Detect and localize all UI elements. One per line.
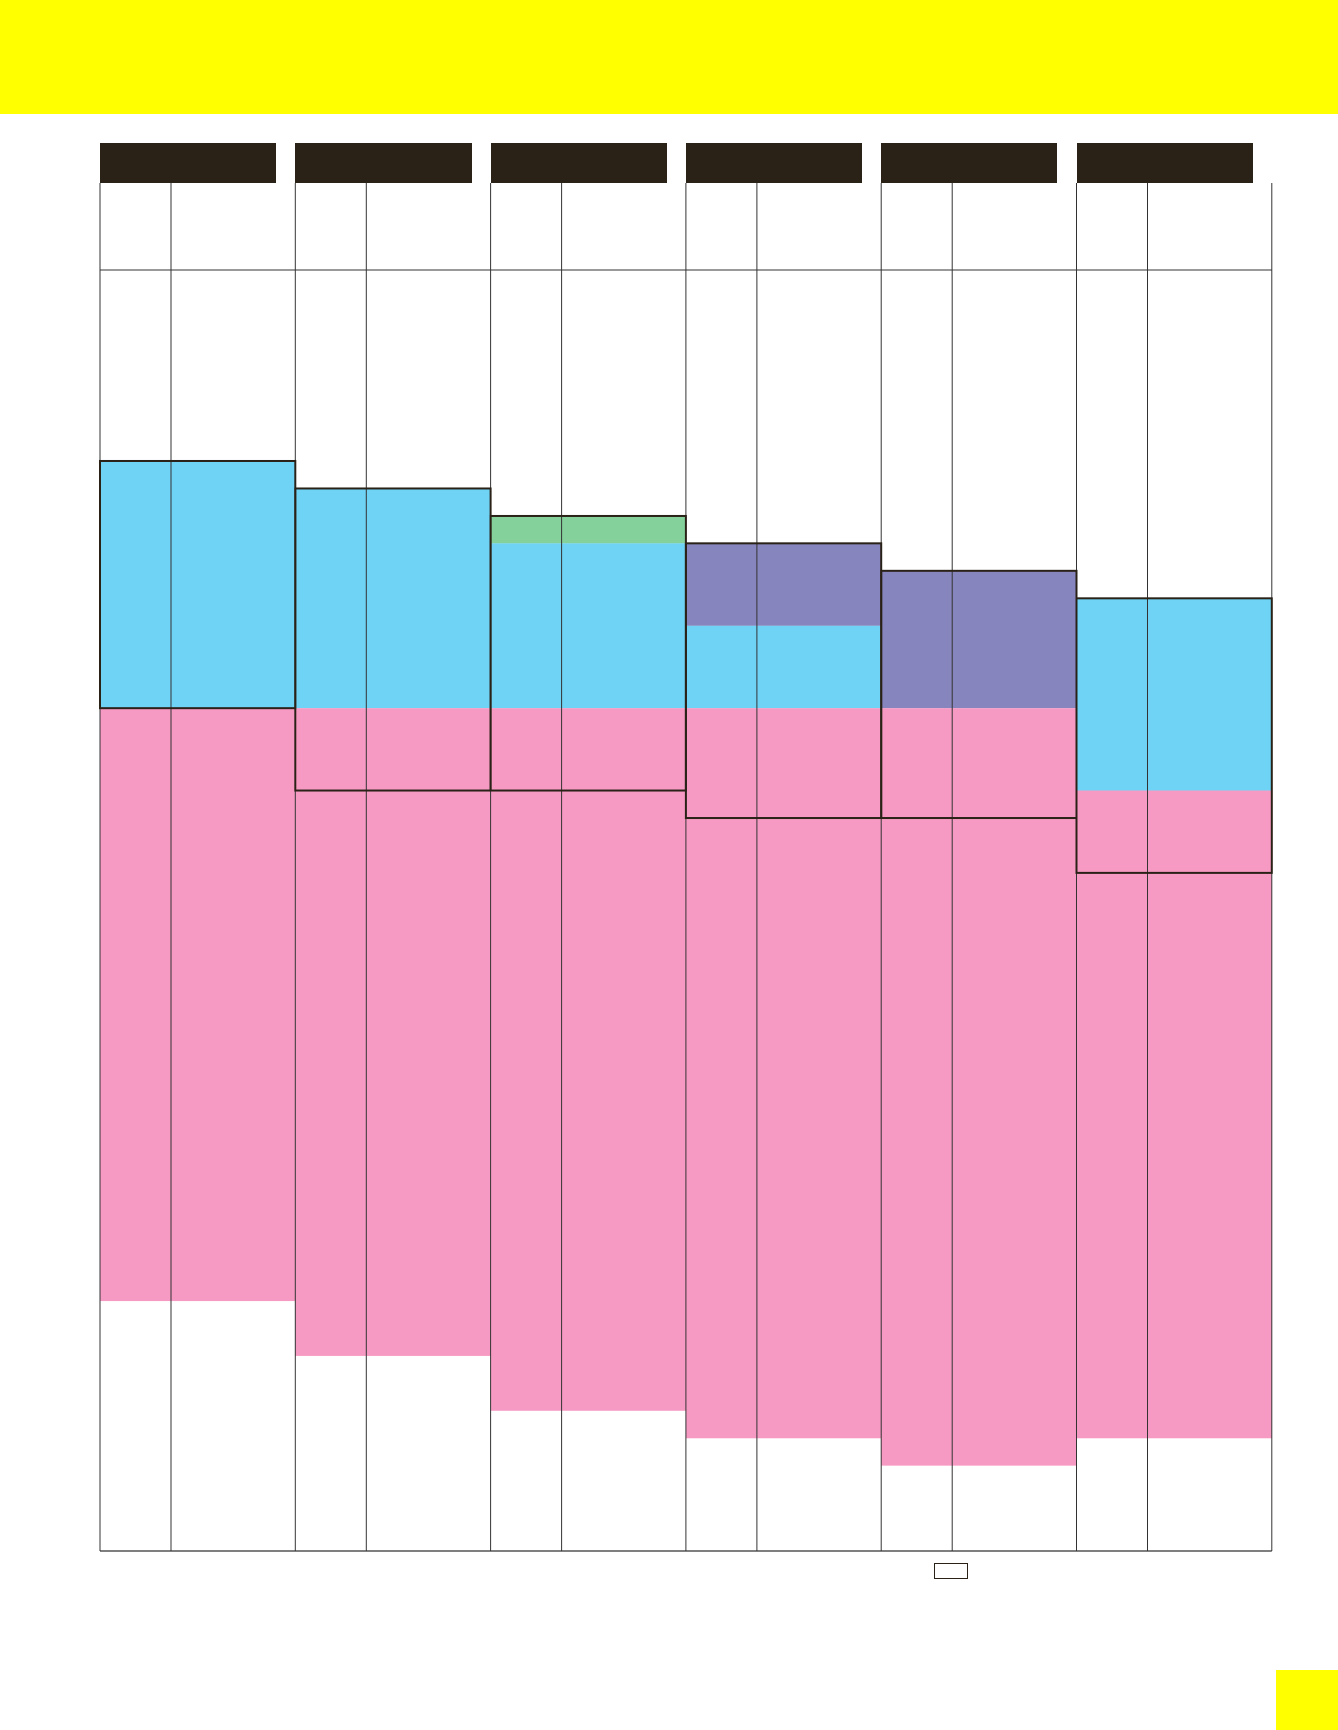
group-header-bar (1076, 143, 1253, 183)
footer-box (934, 1563, 968, 1579)
group-header-bar (295, 143, 472, 183)
group-header-bar (685, 143, 863, 183)
band-pink (100, 708, 296, 1302)
band-pink (685, 708, 882, 1439)
block-outline (1075, 597, 1273, 874)
band-pink (295, 708, 491, 1356)
band-pink (881, 708, 1077, 1466)
band-pink (490, 708, 686, 1411)
band-green (490, 515, 686, 544)
top-banner (0, 0, 1338, 114)
band-purple (881, 570, 1077, 709)
group-header-bar (490, 143, 667, 183)
group-header-bar (100, 143, 277, 183)
band-blue (685, 625, 882, 709)
band-purple (685, 543, 882, 626)
band-blue (295, 488, 491, 709)
band-blue (490, 543, 686, 709)
band-blue (1076, 598, 1272, 791)
band-pink (1076, 790, 1272, 1439)
page-corner-tab (1276, 1670, 1338, 1730)
group-header-bar (881, 143, 1058, 183)
band-blue (100, 460, 296, 709)
